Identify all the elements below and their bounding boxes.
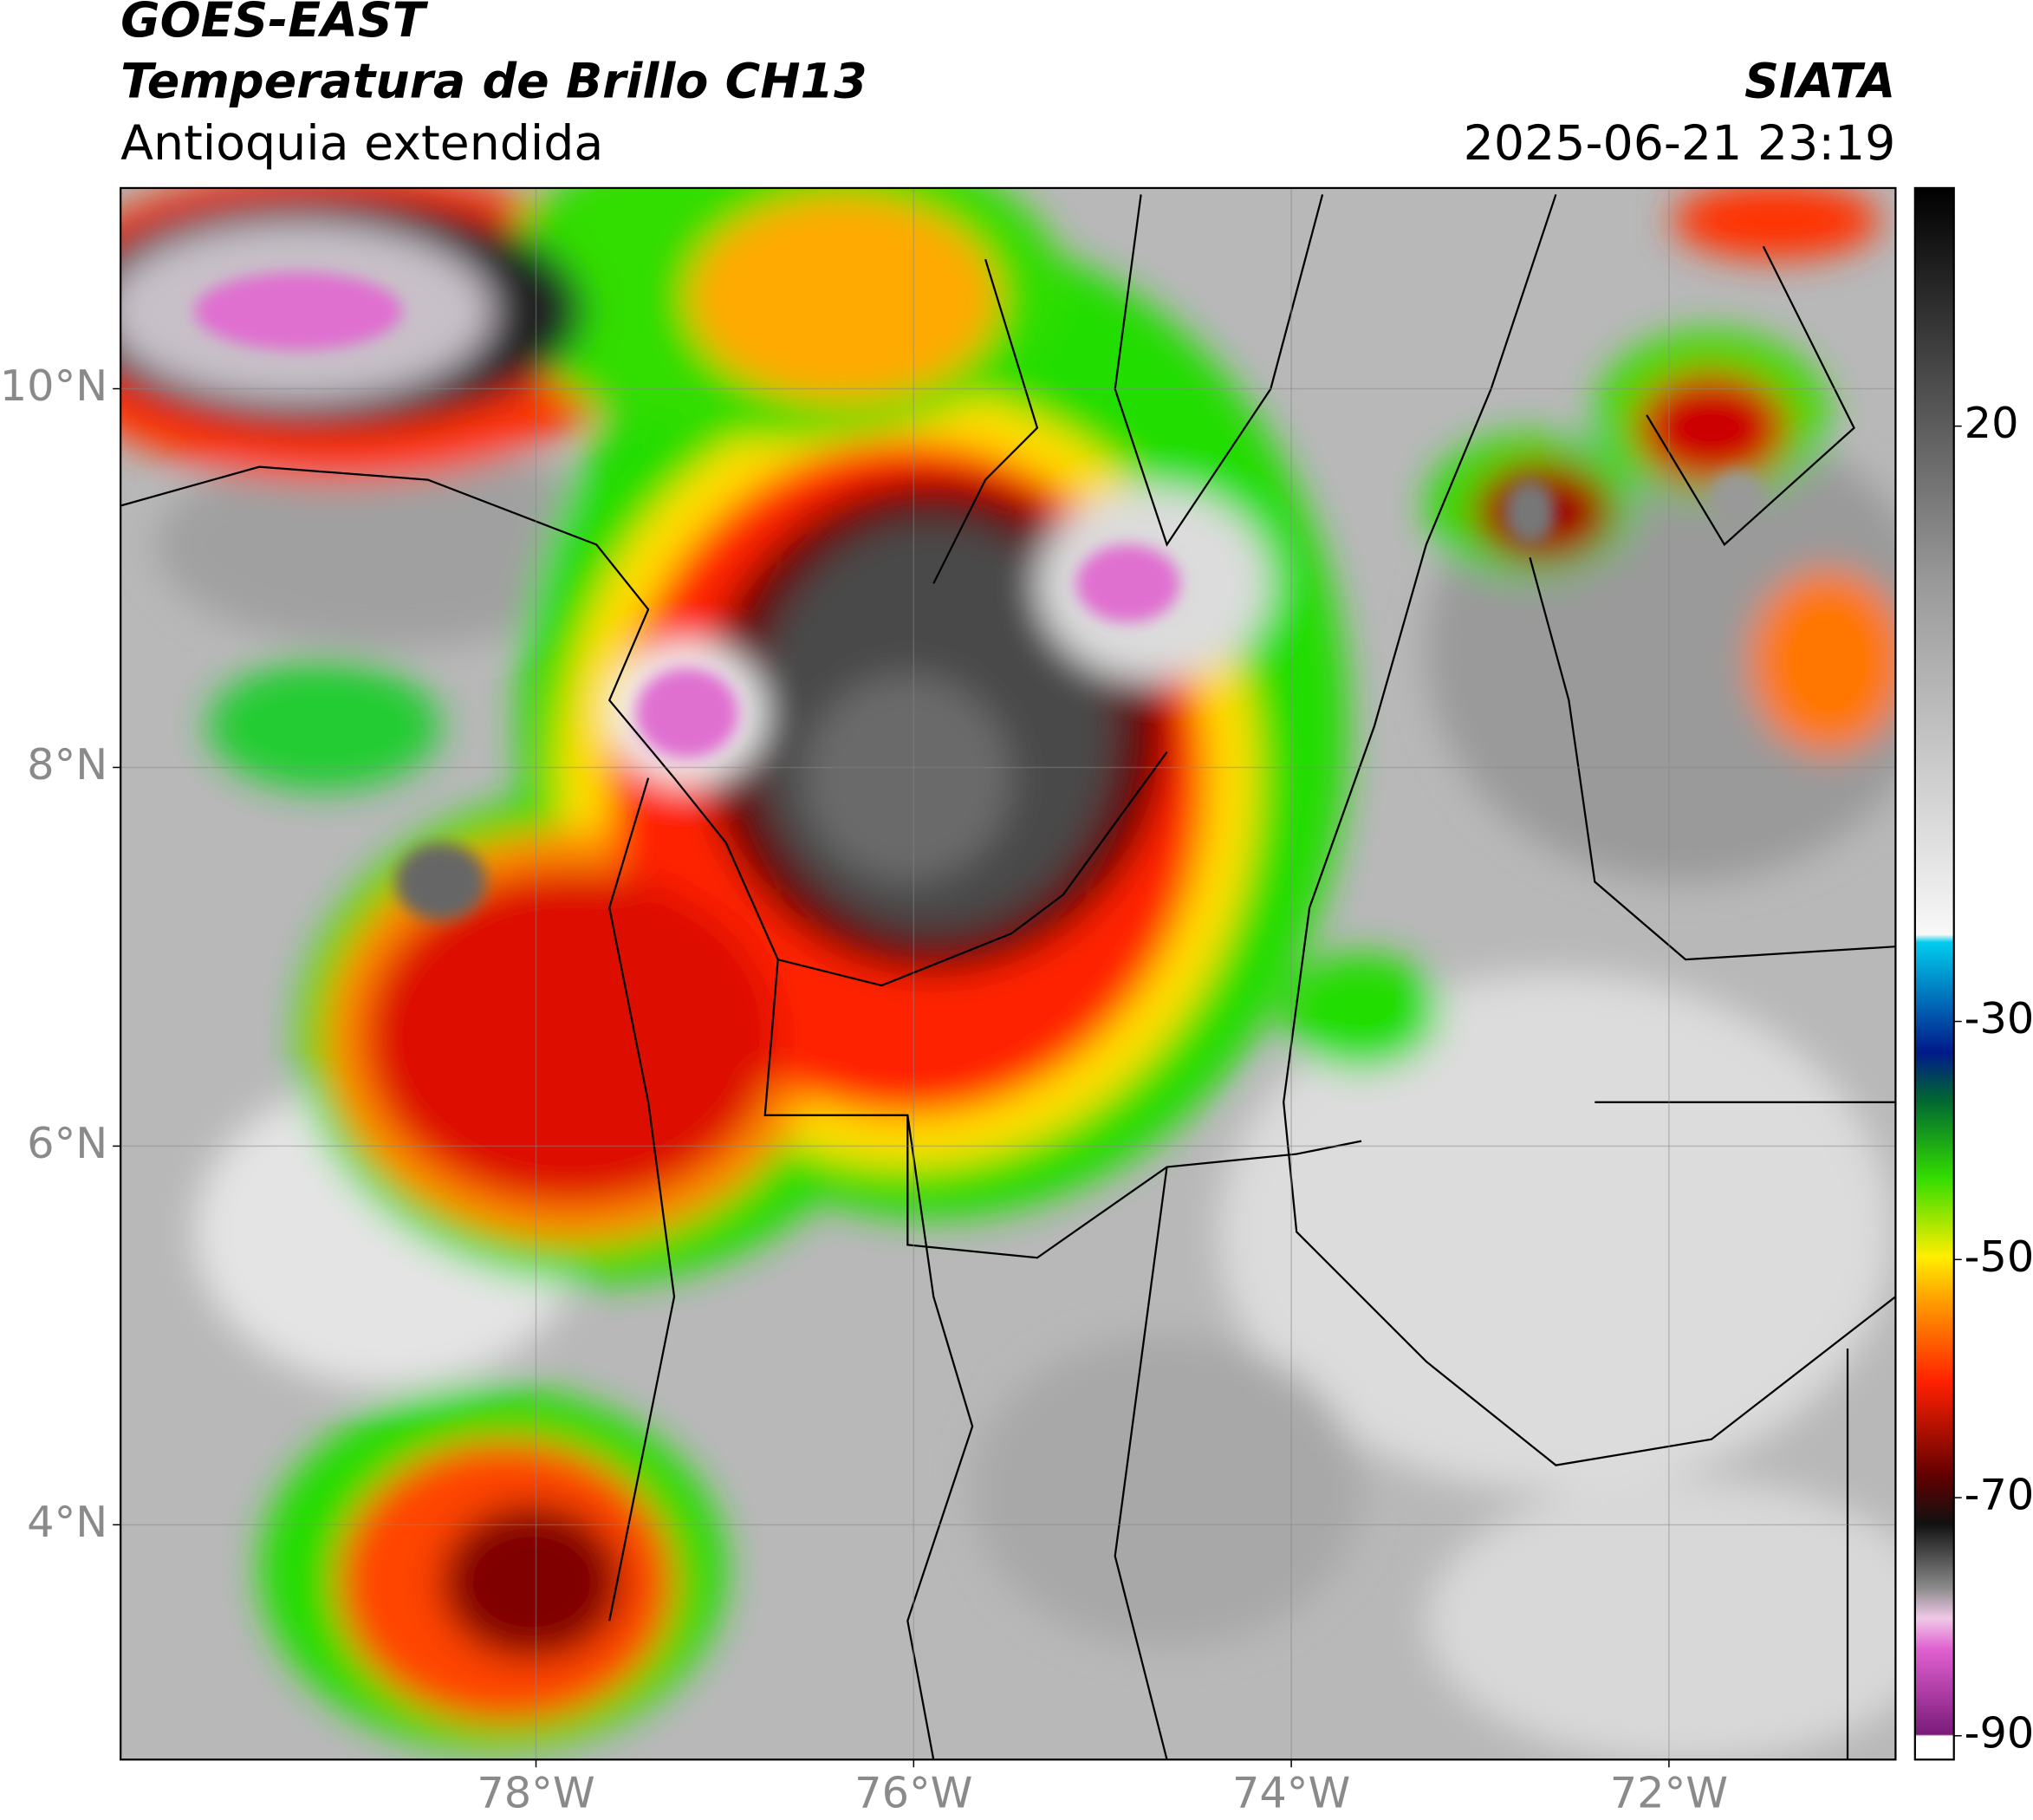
colorbar-tick-label: -50: [1965, 1232, 2033, 1282]
x-tick-label: 76°W: [854, 1768, 972, 1818]
colorbar-tick-label: -70: [1965, 1470, 2033, 1520]
datetime: 2025-06-21 23:19: [1464, 116, 1896, 172]
x-tick-label: 72°W: [1610, 1768, 1728, 1818]
title: GOES-EAST: [120, 0, 429, 49]
map-frame: [120, 186, 1897, 1761]
y-tick-label: 4°N: [27, 1497, 107, 1547]
colorbar: [1913, 186, 1955, 1761]
colorbar-tick-label: -90: [1965, 1707, 2033, 1758]
y-tick-label: 8°N: [27, 739, 107, 790]
colorbar-tick-label: -30: [1965, 993, 2033, 1043]
x-tick-label: 74°W: [1232, 1768, 1350, 1818]
region: Antioquia extendida: [120, 116, 603, 172]
grid: [120, 187, 1896, 1760]
source: SIATA: [1744, 54, 1895, 109]
colorbar-tick-label: 20: [1965, 398, 2019, 448]
y-tick-label: 10°N: [0, 361, 107, 411]
x-tick-label: 78°W: [477, 1768, 594, 1818]
subtitle: Temperatura de Brillo CH13: [120, 54, 867, 109]
satellite-image: [120, 187, 1896, 1760]
y-tick-label: 6°N: [27, 1118, 107, 1168]
